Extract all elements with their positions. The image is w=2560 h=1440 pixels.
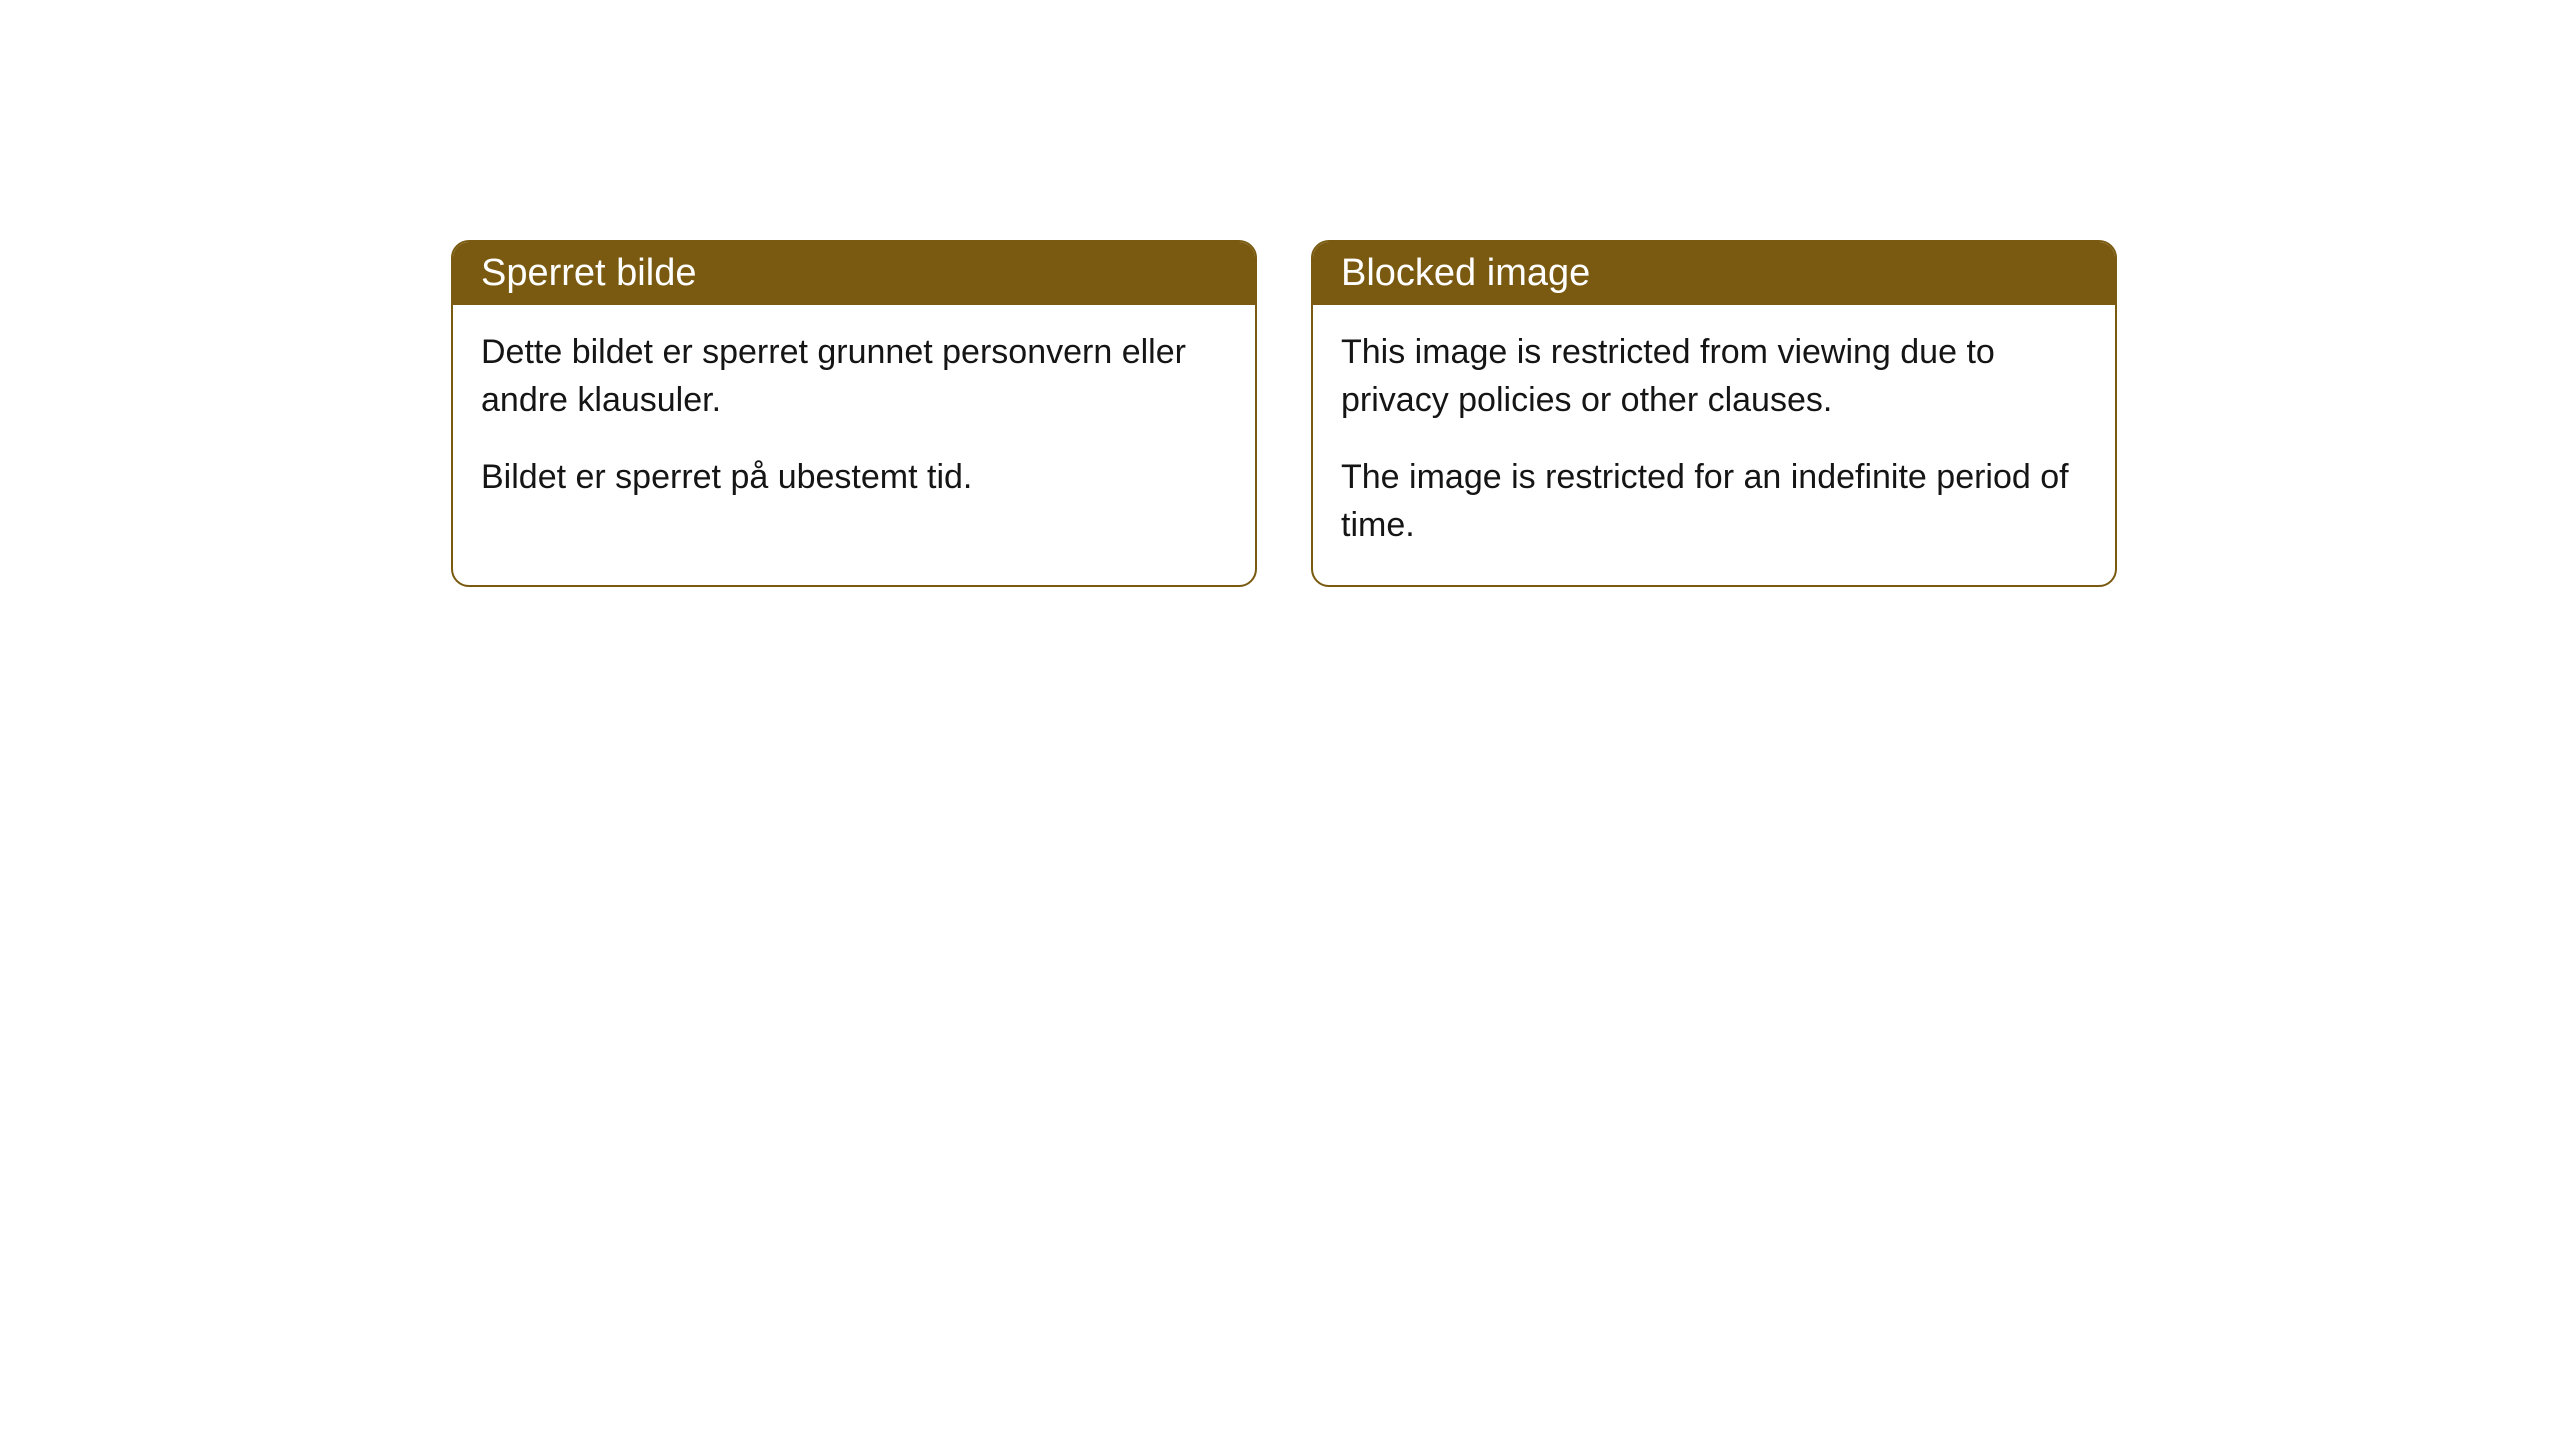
notice-body-norwegian: Dette bildet er sperret grunnet personve… [453, 305, 1255, 538]
notice-paragraph-2-norwegian: Bildet er sperret på ubestemt tid. [481, 454, 1227, 502]
notice-title-english: Blocked image [1313, 242, 2115, 305]
notice-paragraph-1-english: This image is restricted from viewing du… [1341, 329, 2087, 424]
notice-paragraph-1-norwegian: Dette bildet er sperret grunnet personve… [481, 329, 1227, 424]
notice-card-english: Blocked image This image is restricted f… [1311, 240, 2117, 587]
notice-title-norwegian: Sperret bilde [453, 242, 1255, 305]
notice-container: Sperret bilde Dette bildet er sperret gr… [451, 240, 2117, 587]
notice-paragraph-2-english: The image is restricted for an indefinit… [1341, 454, 2087, 549]
notice-body-english: This image is restricted from viewing du… [1313, 305, 2115, 585]
notice-card-norwegian: Sperret bilde Dette bildet er sperret gr… [451, 240, 1257, 587]
